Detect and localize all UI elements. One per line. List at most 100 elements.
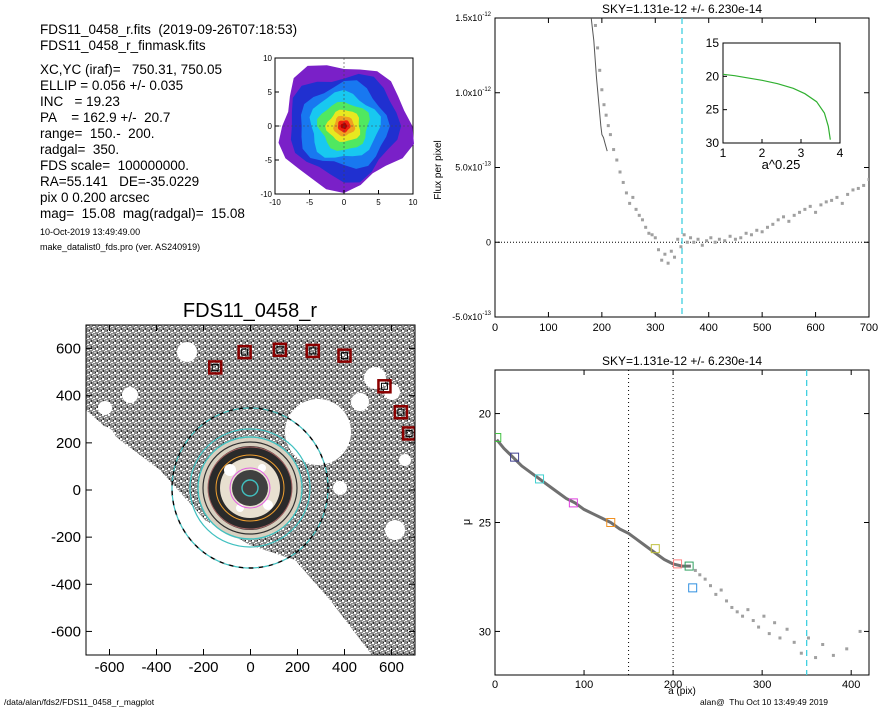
image-title: FDS11_0458_r [183, 300, 318, 322]
sky-point [596, 46, 600, 50]
sky-point [705, 239, 709, 243]
sky-xtick-label: 400 [700, 322, 718, 334]
sky-point [776, 218, 780, 222]
info-line8: radgal= 350. [40, 142, 120, 157]
thumb-xtick-label: 5 [376, 198, 381, 207]
sky-box-inner [211, 363, 219, 371]
mask-circle [384, 384, 400, 400]
image-ytick-label: -400 [51, 576, 81, 593]
profile-xtick-label: 200 [664, 679, 682, 691]
sky-box [393, 404, 409, 420]
sky-point [598, 68, 602, 72]
profile-plot: SKY=1.131e-12 +/- 6.230e-14 0 100 200 300 40… [461, 354, 870, 697]
thumbnail-panel: -10 -5 0 5 10 10 5 0 -5 -10 [260, 54, 418, 207]
image-xtick-label: -600 [94, 659, 124, 676]
sky-point [709, 236, 713, 240]
sky-point [803, 207, 807, 211]
sky-point [723, 239, 727, 243]
profile-markers [495, 433, 698, 593]
image-xtick-label: -200 [188, 659, 218, 676]
sky-xtick-label: 100 [539, 322, 557, 334]
profile-plot-ticks: 0 100 200 300 400 20 25 30 [479, 370, 869, 691]
profile-marker [568, 498, 578, 508]
inset-ticks: 1 2 3 4 15 20 25 30 [706, 36, 844, 160]
profile-marker [650, 544, 660, 554]
profile-point [698, 573, 702, 577]
info-date: 10-Oct-2019 13:49:49.00 [40, 227, 141, 237]
profile-plot-title: SKY=1.131e-12 +/- 6.230e-14 [602, 354, 762, 368]
sky-ytick-label: 1.0x10-12 [455, 87, 491, 98]
profile-point [767, 632, 771, 636]
sky-point [696, 237, 700, 241]
sky-plot-title: SKY=1.131e-12 +/- 6.230e-14 [602, 2, 762, 16]
sky-point [663, 252, 667, 256]
profile-marker [510, 452, 520, 462]
info-line7: range= 150.- 200. [40, 126, 155, 141]
inset-xtick-label: 2 [759, 146, 766, 160]
image-ytick-label: 200 [56, 435, 81, 452]
sky-point [798, 210, 802, 214]
thumb-ytick-label: 0 [268, 122, 273, 131]
sky-point [840, 201, 844, 205]
thumb-ytick-label: 10 [263, 54, 272, 63]
profile-point [714, 592, 718, 596]
sky-point [787, 219, 791, 223]
profile-point [806, 636, 810, 640]
thumb-xtick-label: -10 [269, 198, 281, 207]
profile-xtick-label: 0 [492, 679, 498, 691]
sky-point [624, 191, 628, 195]
info-line1: FDS11_0458_r.fits (2019-09-26T07:18:53) [40, 22, 298, 37]
inset-plot: 1 2 3 4 15 20 25 30 a^0.25 [706, 36, 844, 172]
profile-point [746, 608, 750, 612]
sky-point [608, 133, 612, 137]
sky-plot-ylabel: Flux per pixel [433, 140, 444, 199]
profile-point [814, 656, 818, 660]
sky-point [669, 249, 673, 253]
profile-marker [535, 474, 545, 484]
profile-point [845, 647, 849, 651]
sky-point [656, 248, 660, 252]
sky-ytick-label: -5.0x10-13 [452, 311, 491, 322]
image-xtick-label: 200 [285, 659, 310, 676]
isophote-ellipse [229, 467, 271, 509]
sky-point [682, 233, 686, 237]
sky-point [612, 148, 616, 152]
profile-point [719, 588, 723, 592]
sky-box-inner [405, 429, 413, 437]
sky-xtick-label: 600 [806, 322, 824, 334]
thumb-xtick-label: -5 [306, 198, 314, 207]
sky-box [237, 344, 252, 360]
sky-ytick-label: 5.0x10-13 [455, 162, 491, 173]
sky-point [650, 233, 654, 237]
mask-circle [88, 426, 116, 454]
profile-point [799, 651, 803, 655]
profile-point [703, 577, 707, 581]
thumb-ytick-label: -5 [265, 156, 273, 165]
profile-point [831, 653, 835, 657]
mask-circle [98, 401, 112, 415]
thumbnail-isophotes [278, 65, 414, 193]
image-ytick-label: 600 [56, 341, 81, 358]
sky-point [700, 243, 704, 247]
sky-point [679, 245, 683, 249]
range-ellipse-outer [189, 428, 311, 548]
sky-box [208, 360, 223, 375]
profile-ytick-label: 20 [479, 409, 491, 421]
profile-ylabel: μ [461, 519, 473, 525]
sky-point [739, 236, 743, 240]
profile-ytick-label: 25 [479, 518, 491, 530]
sky-box [337, 348, 352, 363]
mask-circle [351, 393, 369, 411]
image-xtick-label: 600 [379, 659, 404, 676]
profile-marker [495, 433, 502, 443]
mask-circle [399, 454, 411, 466]
thumb-xtick-label: 0 [342, 198, 347, 207]
sky-point [676, 237, 680, 241]
sky-plot-ticks: 0 100 200 300 400 500 600 7001.5x10-121.0x10-12… [452, 12, 878, 334]
sky-point [615, 158, 619, 162]
profile-point [730, 605, 734, 609]
sky-point [728, 234, 732, 238]
sky-point [856, 186, 860, 190]
profile-xtick-label: 100 [575, 679, 593, 691]
